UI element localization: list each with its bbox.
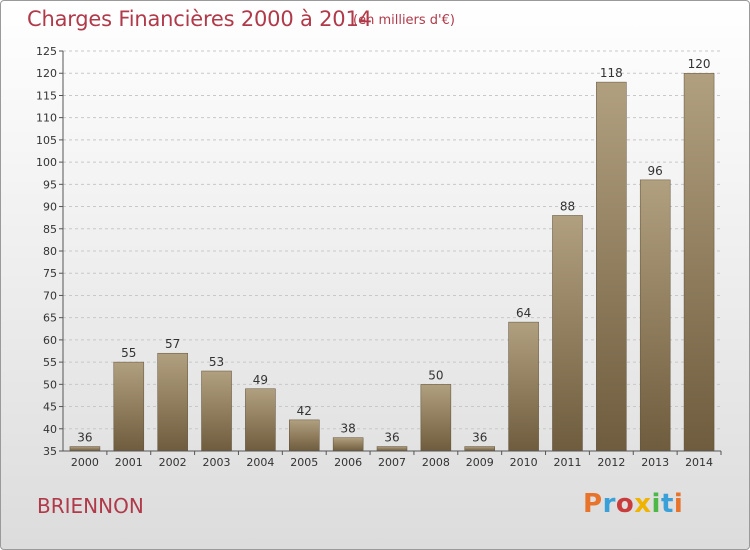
place-name: BRIENNON [37,494,144,518]
y-tick-label: 95 [43,178,57,191]
chart-subtitle: (en milliers d'€) [353,13,455,28]
y-tick-label: 60 [43,334,57,347]
data-label-2010: 64 [516,306,531,320]
logo-letter: r [602,489,616,519]
bar-2009 [464,446,495,452]
data-label-2013: 96 [648,164,663,178]
x-tick-label-2006: 2006 [334,456,362,469]
logo-letter: i [651,489,661,519]
logo-letter: i [673,489,684,519]
bar-2002 [157,352,188,452]
y-tick-label: 70 [43,289,57,302]
data-label-2004: 49 [253,373,268,387]
x-tick-label-2010: 2010 [510,456,538,469]
bar-2001 [113,361,145,452]
logo-letter: P [583,489,603,519]
y-tick-label: 85 [43,223,57,236]
data-label-2012: 118 [600,66,623,80]
bar-2003 [201,370,232,452]
x-tick-label-2004: 2004 [246,456,274,469]
y-tick-label: 90 [43,201,57,214]
bar-2010 [508,321,539,452]
y-tick-label: 75 [43,267,57,280]
data-label-2011: 88 [560,199,575,213]
x-tick-label-2005: 2005 [290,456,318,469]
y-tick-label: 125 [36,45,57,58]
data-label-2014: 120 [688,57,711,71]
y-tick-label: 110 [36,112,57,125]
proxiti-logo[interactable]: Proxiti [583,489,683,519]
x-tick-label-2002: 2002 [159,456,187,469]
bar-2014 [683,72,715,452]
data-label-2003: 53 [209,355,224,369]
y-tick-label: 120 [36,67,57,80]
x-tick-label-2011: 2011 [553,456,581,469]
chart-title: Charges Financières 2000 à 2014 [27,7,372,31]
y-tick-label: 55 [43,356,57,369]
x-tick-label-2001: 2001 [115,456,143,469]
y-tick-label: 65 [43,312,57,325]
data-label-2005: 42 [297,404,312,418]
bar-2012 [596,81,627,452]
x-tick-label-2008: 2008 [422,456,450,469]
logo-letter: t [660,489,674,519]
logo-letter: x [634,489,652,519]
y-tick-label: 35 [43,445,57,458]
x-tick-label-2000: 2000 [71,456,99,469]
x-tick-label-2003: 2003 [203,456,231,469]
y-tick-label: 105 [36,134,57,147]
bar-2000 [69,446,101,452]
logo-letter: o [615,489,635,519]
x-tick-label-2009: 2009 [466,456,494,469]
y-tick-label: 100 [36,156,57,169]
bar-2004 [245,388,276,452]
data-label-2001: 55 [121,346,136,360]
x-tick-label-2013: 2013 [641,456,669,469]
bar-2008 [420,384,452,452]
y-tick-label: 80 [43,245,57,258]
data-label-2007: 36 [384,431,399,445]
data-label-2009: 36 [472,431,487,445]
x-tick-label-2012: 2012 [597,456,625,469]
x-tick-label-2014: 2014 [685,456,713,469]
x-tick-label-2007: 2007 [378,456,406,469]
bar-2007 [376,446,408,452]
y-tick-label: 45 [43,401,57,414]
bar-2013 [639,179,671,452]
bar-2005 [289,419,320,452]
data-label-2000: 36 [77,431,92,445]
y-tick-label: 115 [36,89,57,102]
y-tick-label: 50 [43,378,57,391]
bar-2011 [552,215,583,452]
data-label-2008: 50 [428,368,443,382]
data-label-2006: 38 [340,422,355,436]
data-label-2002: 57 [165,337,180,351]
bar-2006 [332,437,364,452]
y-tick-label: 40 [43,423,57,436]
